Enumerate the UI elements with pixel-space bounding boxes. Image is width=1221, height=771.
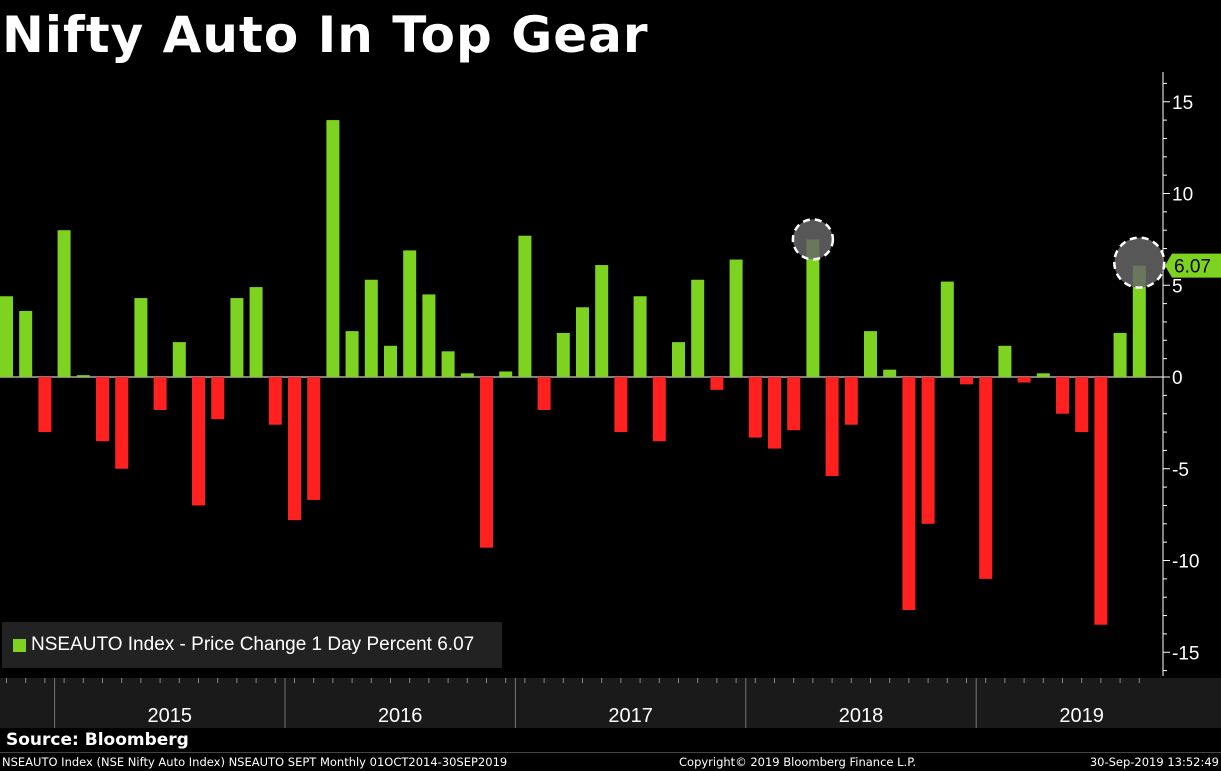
footer-timestamp: 30-Sep-2019 13:52:49 (1089, 755, 1219, 769)
bar-chart: 15 10 5 0 -5 -10 -15 6.07 2015 2016 2017 2018 2019 (0, 72, 1221, 728)
x-tick-label: 2019 (1059, 705, 1104, 727)
footer-copyright: Copyright© 2019 Bloomberg Finance L.P. (679, 755, 916, 769)
bar (1056, 377, 1069, 414)
bar (556, 332, 570, 377)
footer-ticker-info: NSEAUTO Index (NSE Nifty Auto Index) NSE… (2, 755, 508, 769)
bar (710, 377, 724, 390)
bar (595, 265, 609, 377)
bar (211, 377, 225, 420)
bar (768, 377, 781, 449)
x-axis-labels: 2015 2016 2017 2018 2019 (148, 705, 1104, 727)
x-tick-label: 2017 (608, 705, 653, 727)
bar (518, 235, 532, 377)
bar (672, 342, 685, 377)
bar (384, 345, 397, 377)
bar (748, 377, 762, 438)
chart-axes (0, 72, 1221, 728)
last-value-tag (1165, 253, 1221, 278)
bar (460, 373, 474, 377)
bar (38, 377, 52, 433)
legend-label: NSEAUTO Index - Price Change 1 Day Perce… (31, 634, 475, 655)
chart-highlights (791, 218, 1166, 289)
bar (806, 239, 820, 377)
bar (787, 377, 801, 431)
bar (1075, 377, 1089, 433)
y-axis-labels: 15 10 5 0 -5 -10 -15 6.07 (1165, 93, 1221, 664)
bar (921, 377, 935, 524)
bar (1113, 332, 1127, 377)
bar (76, 375, 90, 377)
bar (691, 279, 705, 377)
bar (230, 298, 244, 377)
y-tick-label: 0 (1172, 368, 1183, 389)
bar (940, 281, 954, 377)
bar (19, 310, 33, 377)
last-value-label: 6.07 (1174, 257, 1211, 278)
bar (998, 345, 1012, 377)
highlight-ring (791, 218, 835, 261)
bar (0, 296, 13, 377)
bar (57, 230, 71, 377)
bar (1132, 265, 1146, 377)
bar (364, 279, 378, 377)
bar (326, 120, 340, 377)
bar (633, 296, 647, 377)
y-tick-label: -5 (1172, 460, 1189, 481)
bar (249, 287, 263, 377)
y-tick-label: 5 (1172, 276, 1183, 297)
bar (729, 259, 743, 377)
y-tick-label: 15 (1172, 93, 1193, 114)
highlight-circle (1114, 237, 1165, 288)
chart-bars (0, 120, 1146, 625)
legend-swatch (13, 638, 26, 652)
bar (307, 377, 321, 500)
y-tick-label: -15 (1172, 643, 1199, 664)
bar (192, 377, 205, 506)
x-tick-label: 2015 (148, 705, 193, 727)
bar (499, 371, 513, 377)
bar (576, 307, 589, 377)
bar (268, 377, 282, 425)
bar (172, 342, 186, 377)
legend: NSEAUTO Index - Price Change 1 Day Perce… (2, 622, 502, 668)
bar (614, 377, 628, 433)
bar (480, 377, 493, 548)
bar (345, 331, 359, 377)
bar (96, 377, 109, 442)
bar (883, 369, 897, 377)
y-tick-label: -10 (1172, 552, 1199, 573)
highlight-ring (1113, 236, 1166, 289)
bar (864, 331, 877, 377)
bar (153, 377, 167, 411)
bar (441, 351, 455, 377)
highlight-circle (792, 219, 833, 260)
bar (979, 377, 993, 579)
bar (1017, 377, 1031, 383)
bar (844, 377, 858, 425)
bar (537, 377, 551, 411)
source-note: Source: Bloomberg (6, 730, 189, 750)
bar (288, 377, 301, 521)
bar (1036, 373, 1050, 377)
bar (422, 294, 436, 377)
x-axis-band (0, 678, 1221, 728)
bar (960, 377, 973, 385)
chart-title: Nifty Auto In Top Gear (2, 6, 649, 64)
footer-bar: NSEAUTO Index (NSE Nifty Auto Index) NSE… (0, 752, 1221, 771)
bar (134, 298, 148, 377)
y-tick-label: 10 (1172, 185, 1193, 206)
bar (403, 250, 417, 377)
bar (902, 377, 916, 611)
bar (825, 377, 839, 477)
bar (1094, 377, 1108, 625)
x-tick-label: 2018 (839, 705, 884, 727)
x-tick-label: 2016 (378, 705, 423, 727)
bar (115, 377, 129, 469)
bar (652, 377, 666, 442)
